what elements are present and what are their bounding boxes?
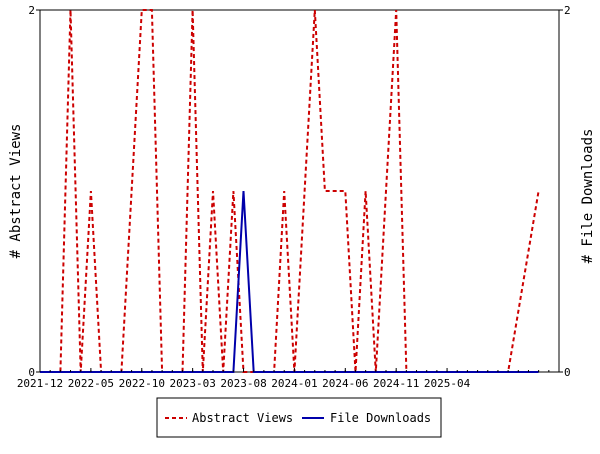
x-tick-label: 2023-03 (169, 377, 215, 390)
legend-box (156, 397, 442, 438)
legend-label-abstract-views: Abstract Views (192, 411, 293, 425)
y-right-tick-label: 0 (564, 366, 571, 379)
y-left-tick-label: 2 (28, 4, 35, 17)
series-line-abstract-views (40, 9, 540, 373)
legend: Abstract Views File Downloads (156, 397, 442, 438)
plot-area (39, 9, 560, 373)
y-axis-right-title: # File Downloads (580, 129, 596, 264)
x-tick-label: 2021-12 (17, 377, 63, 390)
x-tick-label: 2022-05 (68, 377, 114, 390)
x-tick-label: 2024-11 (373, 377, 419, 390)
y-left-tick-label: 0 (28, 366, 35, 379)
tick-layer: 2021-12 2022-05 2022-10 2023-03 2023-08 2024-… (17, 4, 571, 390)
legend-label-file-downloads: File Downloads (330, 411, 431, 425)
x-tick-label: 2025-04 (424, 377, 471, 390)
x-tick-label: 2024-06 (322, 377, 368, 390)
y-right-tick-label: 2 (564, 4, 571, 17)
x-tick-label: 2023-08 (220, 377, 266, 390)
y-axis-left-title: # Abstract Views (8, 124, 24, 259)
x-tick-label: 2022-10 (119, 377, 165, 390)
x-tick-label: 2024-01 (271, 377, 317, 390)
